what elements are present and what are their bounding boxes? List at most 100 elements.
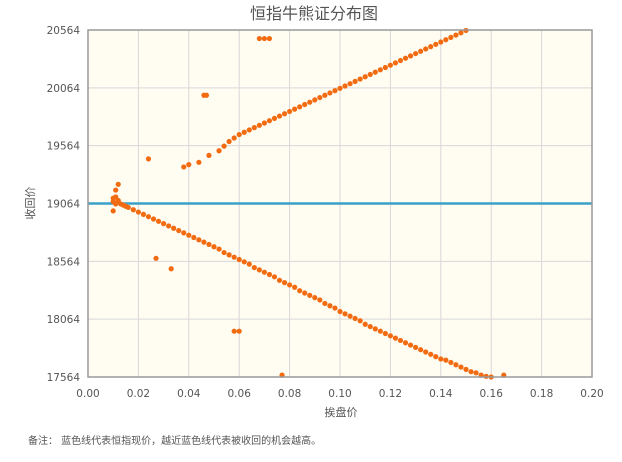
data-point bbox=[468, 369, 474, 375]
data-point bbox=[357, 318, 363, 324]
data-point bbox=[443, 357, 449, 363]
data-point bbox=[463, 366, 469, 372]
y-tick-label: 18564 bbox=[47, 256, 81, 268]
x-axis-label: 挨盘价 bbox=[325, 405, 358, 419]
data-point bbox=[186, 232, 192, 238]
data-point bbox=[191, 234, 197, 241]
data-point bbox=[407, 53, 414, 59]
data-point bbox=[281, 111, 288, 117]
data-point bbox=[362, 321, 368, 327]
data-point bbox=[342, 311, 348, 317]
x-tick-label: 0.00 bbox=[76, 388, 99, 400]
y-tick-label: 17564 bbox=[47, 372, 81, 384]
data-point bbox=[297, 288, 303, 294]
data-point bbox=[382, 64, 388, 71]
data-point bbox=[206, 241, 212, 248]
y-tick-label: 20564 bbox=[47, 25, 81, 37]
data-point bbox=[302, 290, 308, 296]
data-point bbox=[317, 297, 323, 303]
data-point bbox=[216, 246, 222, 252]
data-point bbox=[387, 333, 393, 339]
data-point bbox=[327, 90, 333, 96]
x-tick-label: 0.06 bbox=[228, 388, 252, 400]
data-point bbox=[473, 370, 479, 376]
data-point bbox=[261, 269, 267, 275]
data-point bbox=[266, 118, 273, 124]
data-point bbox=[176, 227, 182, 234]
data-point bbox=[332, 305, 338, 311]
x-tick-label: 0.20 bbox=[580, 388, 603, 400]
x-tick-label: 0.16 bbox=[480, 388, 504, 400]
x-tick-labels: 0.00 0.02 0.04 0.06 0.08 0.10 0.12 0.14 0.16 0.18… bbox=[76, 388, 603, 400]
data-point bbox=[402, 55, 409, 61]
data-point bbox=[377, 328, 383, 334]
data-point bbox=[271, 274, 278, 280]
data-point bbox=[110, 208, 116, 214]
data-point bbox=[203, 92, 210, 98]
data-point bbox=[367, 71, 373, 78]
data-point bbox=[226, 138, 232, 145]
data-point bbox=[125, 204, 131, 211]
data-point bbox=[428, 351, 434, 357]
data-point bbox=[130, 207, 136, 213]
data-point bbox=[382, 330, 388, 337]
data-point bbox=[181, 230, 187, 236]
data-point bbox=[236, 131, 242, 138]
y-tick-label: 18064 bbox=[47, 314, 81, 326]
x-tick-label: 0.18 bbox=[530, 388, 553, 400]
data-point bbox=[166, 223, 172, 229]
chart-title: 恒指牛熊证分布图 bbox=[250, 4, 378, 23]
data-point bbox=[387, 62, 393, 68]
data-point bbox=[327, 303, 333, 309]
data-point bbox=[448, 34, 454, 41]
data-point bbox=[271, 115, 278, 121]
data-point bbox=[276, 277, 283, 283]
data-point bbox=[201, 239, 207, 245]
data-point bbox=[145, 214, 152, 220]
x-tick-label: 0.10 bbox=[328, 388, 351, 400]
data-point bbox=[392, 335, 399, 341]
data-point bbox=[367, 323, 373, 330]
data-point bbox=[372, 326, 378, 332]
y-tick-labels: 17564 18064 18564 19064 19564 20064 20564 bbox=[47, 25, 81, 384]
data-point bbox=[135, 209, 141, 215]
data-point bbox=[347, 81, 353, 87]
data-point bbox=[312, 97, 318, 103]
data-point bbox=[458, 30, 464, 36]
data-point bbox=[196, 237, 202, 243]
data-point bbox=[372, 69, 378, 75]
data-point bbox=[413, 344, 419, 350]
data-point bbox=[241, 129, 247, 135]
data-point bbox=[161, 221, 167, 227]
data-point bbox=[140, 211, 147, 217]
data-point bbox=[352, 315, 358, 322]
data-point bbox=[297, 104, 303, 110]
data-point bbox=[458, 364, 464, 370]
data-point bbox=[423, 46, 429, 52]
data-point bbox=[332, 88, 338, 94]
data-point bbox=[418, 48, 424, 54]
data-point bbox=[307, 292, 313, 298]
data-point bbox=[397, 57, 404, 64]
data-point bbox=[150, 216, 157, 222]
data-point bbox=[251, 264, 257, 271]
data-point bbox=[428, 44, 434, 50]
data-point bbox=[357, 76, 363, 82]
data-point bbox=[322, 300, 328, 307]
data-point bbox=[433, 354, 439, 360]
data-points bbox=[110, 27, 507, 380]
data-point bbox=[216, 148, 222, 154]
data-point bbox=[337, 308, 343, 315]
data-point bbox=[261, 35, 267, 42]
data-point bbox=[402, 340, 409, 346]
data-point bbox=[433, 41, 439, 47]
data-point bbox=[407, 342, 414, 348]
data-point bbox=[418, 347, 424, 353]
footnote: 备注： 蓝色线代表恒指现价，越近蓝色线代表被收回的机会越高。 bbox=[28, 436, 322, 447]
data-point bbox=[256, 122, 262, 128]
data-point bbox=[377, 67, 383, 73]
data-point bbox=[236, 328, 242, 334]
x-tick-label: 0.14 bbox=[429, 388, 453, 400]
data-point bbox=[171, 225, 177, 231]
